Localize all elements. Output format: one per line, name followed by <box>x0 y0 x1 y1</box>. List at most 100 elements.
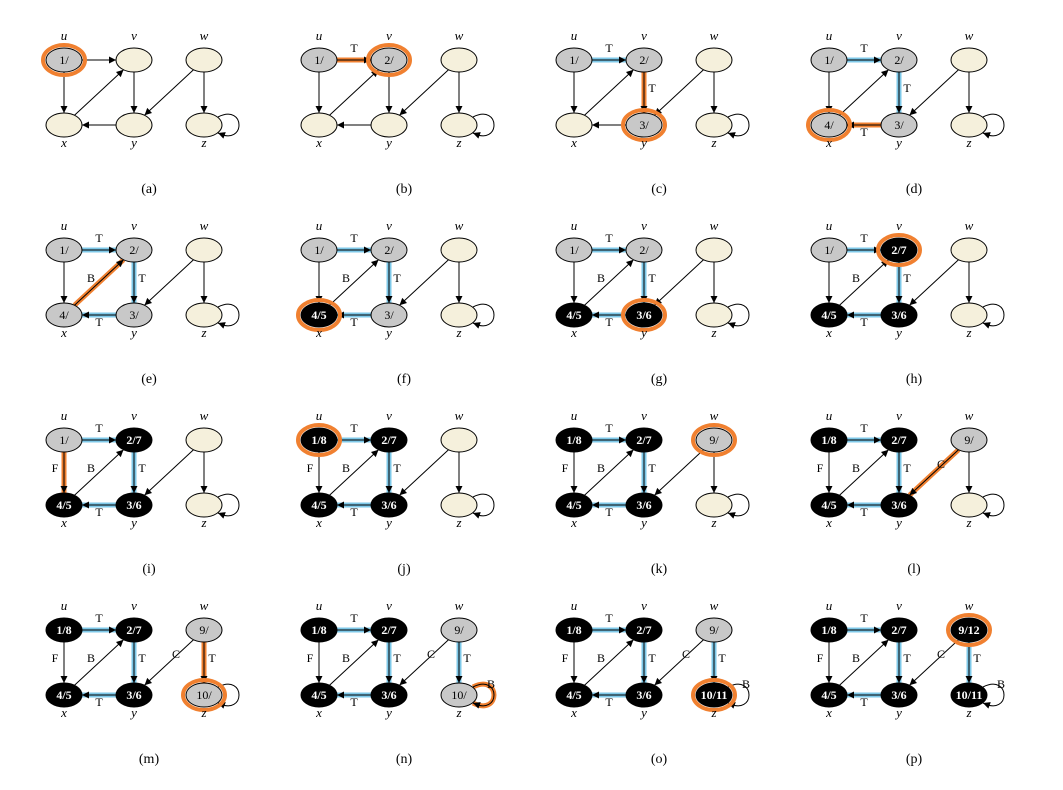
edge-label-zz: B <box>997 677 1005 691</box>
node-time-v: 2/7 <box>381 433 396 447</box>
edge-label-vy: T <box>648 271 656 285</box>
vertex-label-w: w <box>710 218 719 233</box>
node-z <box>441 493 477 517</box>
vertex-label-v: v <box>641 408 647 423</box>
vertex-label-z: z <box>965 135 971 150</box>
node-time-v: 2/7 <box>381 623 396 637</box>
node-time-v: 2/ <box>129 243 139 257</box>
vertex-label-y: y <box>129 135 137 150</box>
node-w <box>186 48 222 72</box>
vertex-label-z: z <box>965 325 971 340</box>
panel-j: 1/82/74/53/6TTTBFuvwxyz(j) <box>279 400 529 580</box>
edge-label-wz: T <box>718 651 726 665</box>
edge-label-ux: F <box>562 461 569 475</box>
panel-caption-h: (h) <box>789 372 1039 388</box>
node-time-v: 2/ <box>384 53 394 67</box>
edge-label-yx: T <box>860 125 868 139</box>
node-z <box>441 303 477 327</box>
vertex-label-x: x <box>825 705 832 720</box>
edge-label-yx: T <box>350 695 358 709</box>
node-time-z: 10/ <box>196 688 212 702</box>
panel-f: 1/2/4/53/TTTBuvwxyz(f) <box>279 210 529 390</box>
node-time-x: 4/ <box>824 118 834 132</box>
node-time-v: 2/7 <box>636 433 651 447</box>
node-time-x: 4/5 <box>566 498 581 512</box>
vertex-label-u: u <box>826 408 833 423</box>
node-time-w: 9/12 <box>958 623 979 637</box>
vertex-label-y: y <box>129 705 137 720</box>
vertex-label-z: z <box>455 515 461 530</box>
vertex-label-y: y <box>384 515 392 530</box>
node-time-x: 4/5 <box>821 308 836 322</box>
vertex-label-x: x <box>570 705 577 720</box>
node-time-x: 4/5 <box>56 688 71 702</box>
vertex-label-z: z <box>965 705 971 720</box>
node-w <box>951 48 987 72</box>
node-time-u: 1/8 <box>56 623 71 637</box>
vertex-label-v: v <box>641 28 647 43</box>
vertex-label-v: v <box>896 408 902 423</box>
node-time-y: 3/6 <box>381 498 396 512</box>
edge-label-vy: T <box>138 461 146 475</box>
vertex-label-v: v <box>896 28 902 43</box>
node-time-x: 4/5 <box>56 498 71 512</box>
edge-label-vy: T <box>393 271 401 285</box>
edge-label-zz: B <box>742 677 750 691</box>
node-time-x: 4/5 <box>821 498 836 512</box>
vertex-label-x: x <box>60 515 67 530</box>
node-time-z: 10/ <box>451 688 467 702</box>
node-time-y: 3/ <box>639 118 649 132</box>
vertex-label-x: x <box>570 135 577 150</box>
node-time-u: 1/ <box>824 53 834 67</box>
edge-label-wy: C <box>937 457 945 471</box>
panel-h: 1/2/74/53/6TTTBuvwxyz(h) <box>789 210 1039 390</box>
panel-caption-g: (g) <box>534 372 784 388</box>
panel-c: 1/2/3/TTuvwxyz(c) <box>534 20 784 200</box>
node-time-v: 2/ <box>894 53 904 67</box>
vertex-label-y: y <box>894 705 902 720</box>
node-time-x: 4/5 <box>566 308 581 322</box>
node-x <box>46 113 82 137</box>
edge-label-uv: T <box>605 231 613 245</box>
edge-label-zz: B <box>487 677 495 691</box>
edge-label-wy: C <box>427 647 435 661</box>
edge-label-yx: T <box>860 315 868 329</box>
node-w <box>441 238 477 262</box>
vertex-label-v: v <box>896 598 902 613</box>
vertex-label-z: z <box>200 705 206 720</box>
vertex-label-z: z <box>200 135 206 150</box>
node-time-y: 3/6 <box>636 688 651 702</box>
edge-label-vy: T <box>138 271 146 285</box>
vertex-label-v: v <box>131 28 137 43</box>
vertex-label-w: w <box>200 598 209 613</box>
panel-caption-j: (j) <box>279 562 529 578</box>
vertex-label-u: u <box>571 598 578 613</box>
edge-label-ux: F <box>562 651 569 665</box>
edge-label-ux: F <box>52 651 59 665</box>
edge-label-xv: B <box>597 651 605 665</box>
vertex-label-z: z <box>455 135 461 150</box>
vertex-label-x: x <box>60 325 67 340</box>
vertex-label-w: w <box>965 598 974 613</box>
vertex-label-x: x <box>825 325 832 340</box>
vertex-label-v: v <box>131 408 137 423</box>
node-time-w: 9/ <box>964 433 974 447</box>
edge-label-uv: T <box>350 41 358 55</box>
edge-label-yx: T <box>95 695 103 709</box>
node-time-u: 1/8 <box>566 623 581 637</box>
vertex-label-y: y <box>639 705 647 720</box>
edge-label-vy: T <box>648 81 656 95</box>
vertex-label-w: w <box>200 218 209 233</box>
vertex-label-v: v <box>896 218 902 233</box>
vertex-label-x: x <box>315 515 322 530</box>
node-time-y: 3/6 <box>381 688 396 702</box>
node-w <box>186 238 222 262</box>
node-z <box>951 493 987 517</box>
panel-a: 1/uvwxyz(a) <box>24 20 274 200</box>
edge-label-uv: T <box>605 611 613 625</box>
vertex-label-v: v <box>386 408 392 423</box>
node-time-x: 4/5 <box>311 688 326 702</box>
edge-label-uv: T <box>95 231 103 245</box>
node-w <box>441 48 477 72</box>
node-time-v: 2/ <box>639 243 649 257</box>
